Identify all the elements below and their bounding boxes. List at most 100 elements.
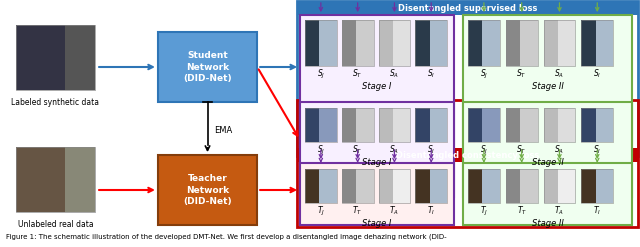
Bar xyxy=(506,108,538,142)
Bar xyxy=(305,20,319,66)
Bar xyxy=(393,20,410,66)
Text: Stage I: Stage I xyxy=(362,158,392,166)
Bar xyxy=(415,169,429,203)
Text: $T_T$: $T_T$ xyxy=(516,205,527,217)
Bar xyxy=(297,148,638,162)
Bar xyxy=(158,155,257,225)
Bar xyxy=(15,147,95,212)
Text: Stage II: Stage II xyxy=(532,82,563,90)
Bar xyxy=(305,108,337,142)
Bar xyxy=(468,169,483,203)
Bar xyxy=(468,108,483,142)
Bar xyxy=(342,108,374,142)
Bar xyxy=(468,108,500,142)
Bar xyxy=(305,20,337,66)
Bar xyxy=(342,169,374,203)
Text: Stage I: Stage I xyxy=(362,82,392,90)
Bar xyxy=(506,20,538,66)
Bar xyxy=(15,25,95,90)
Bar xyxy=(520,169,538,203)
Bar xyxy=(378,108,393,142)
Bar xyxy=(305,169,337,203)
Bar xyxy=(468,169,500,203)
Bar xyxy=(15,25,95,90)
Bar xyxy=(581,169,613,203)
Text: Unlabeled real data: Unlabeled real data xyxy=(17,220,93,229)
Bar xyxy=(415,20,447,66)
Text: Stage I: Stage I xyxy=(362,219,392,227)
Bar xyxy=(596,108,613,142)
Text: $S_T$: $S_T$ xyxy=(516,144,527,156)
Text: Labeled synthetic data: Labeled synthetic data xyxy=(12,98,99,107)
Text: $S_I$: $S_I$ xyxy=(593,144,602,156)
Bar xyxy=(468,20,483,66)
Text: $S_I$: $S_I$ xyxy=(427,68,435,80)
Text: Stage II: Stage II xyxy=(532,158,563,166)
Bar xyxy=(319,169,337,203)
Bar xyxy=(543,20,558,66)
Bar xyxy=(415,169,447,203)
Bar xyxy=(378,108,410,142)
Bar xyxy=(393,169,410,203)
Bar xyxy=(356,108,374,142)
Bar xyxy=(506,108,520,142)
Bar xyxy=(543,108,558,142)
Text: Student
Network
(DID-Net): Student Network (DID-Net) xyxy=(183,51,232,83)
Bar xyxy=(429,169,447,203)
Bar xyxy=(581,108,596,142)
Text: Figure 1: The schematic illustration of the developed DMT-Net. We first develop : Figure 1: The schematic illustration of … xyxy=(6,234,446,240)
Bar xyxy=(356,20,374,66)
Bar xyxy=(429,108,447,142)
Text: $S_I$: $S_I$ xyxy=(593,68,602,80)
Bar xyxy=(543,169,575,203)
Bar xyxy=(520,20,538,66)
Bar xyxy=(378,169,393,203)
Text: $T_J$: $T_J$ xyxy=(317,205,325,218)
Bar xyxy=(463,15,632,153)
Bar xyxy=(506,20,520,66)
Text: $T_A$: $T_A$ xyxy=(554,205,564,217)
Bar xyxy=(305,169,319,203)
Bar xyxy=(506,169,520,203)
Bar xyxy=(543,108,575,142)
Text: $S_I$: $S_I$ xyxy=(427,144,435,156)
Text: $S_T$: $S_T$ xyxy=(353,68,363,80)
Bar xyxy=(342,20,374,66)
Bar xyxy=(342,108,356,142)
Bar xyxy=(558,169,575,203)
Bar xyxy=(158,32,257,102)
Bar xyxy=(305,108,319,142)
Text: $S_T$: $S_T$ xyxy=(353,144,363,156)
Bar xyxy=(342,169,356,203)
Text: Stage II: Stage II xyxy=(532,219,563,227)
Bar xyxy=(378,20,410,66)
Text: Disentangled consistency loss: Disentangled consistency loss xyxy=(396,151,539,160)
Text: $S_A$: $S_A$ xyxy=(554,68,564,80)
Bar xyxy=(319,108,337,142)
Text: $T_J$: $T_J$ xyxy=(480,205,488,218)
Bar xyxy=(483,169,500,203)
Bar xyxy=(319,20,337,66)
Bar xyxy=(393,108,410,142)
Text: Teacher
Network
(DID-Net): Teacher Network (DID-Net) xyxy=(183,174,232,206)
Bar xyxy=(300,163,454,225)
Bar xyxy=(483,108,500,142)
Bar xyxy=(596,169,613,203)
Text: $S_J$: $S_J$ xyxy=(317,67,325,81)
Bar xyxy=(297,1,638,15)
Bar xyxy=(581,20,596,66)
Bar xyxy=(543,169,558,203)
Text: $S_J$: $S_J$ xyxy=(480,67,488,81)
Bar xyxy=(15,147,95,212)
Bar xyxy=(468,20,500,66)
Text: $T_T$: $T_T$ xyxy=(353,205,363,217)
Bar xyxy=(415,20,429,66)
Text: EMA: EMA xyxy=(214,125,233,135)
Bar xyxy=(415,108,429,142)
Bar xyxy=(378,20,393,66)
Bar xyxy=(506,169,538,203)
Bar xyxy=(596,20,613,66)
Bar xyxy=(297,100,638,227)
Bar xyxy=(300,15,454,153)
Bar xyxy=(463,163,632,225)
